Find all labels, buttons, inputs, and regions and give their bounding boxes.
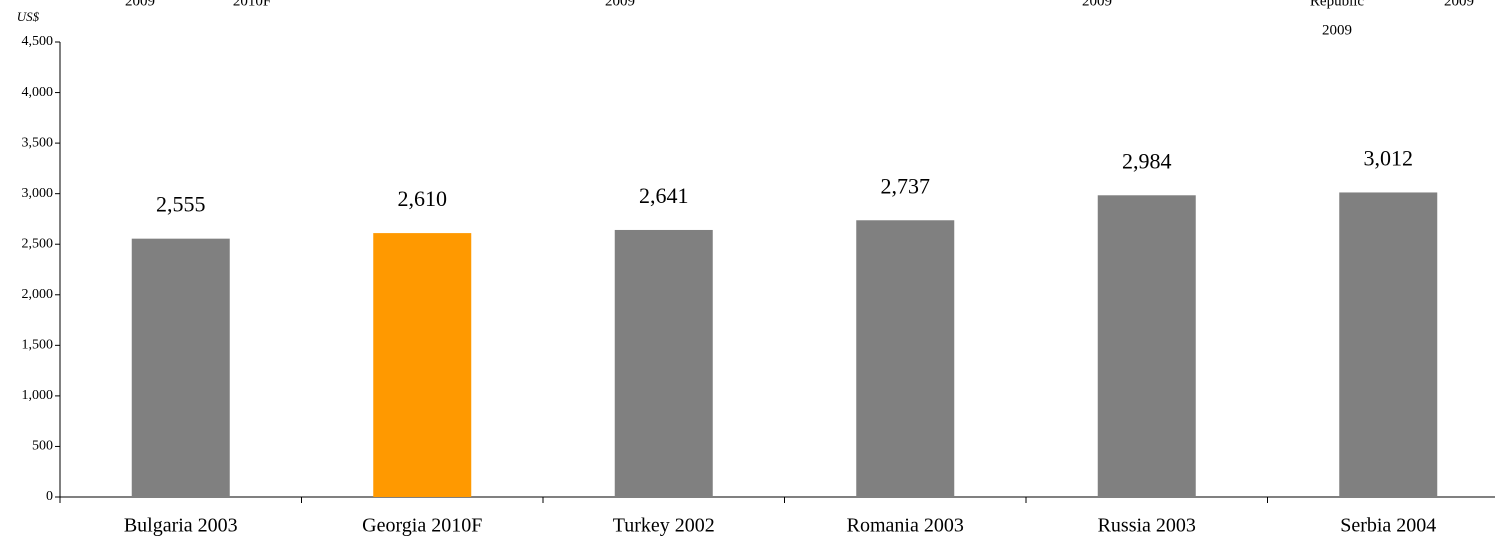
cropped-label: 2010F xyxy=(233,0,271,9)
y-tick-label: 500 xyxy=(32,439,53,454)
y-tick-label: 2,000 xyxy=(22,287,54,302)
y-tick-label: 1,500 xyxy=(22,338,54,353)
cropped-label: 2009 xyxy=(1444,0,1474,9)
value-label: 3,012 xyxy=(1364,146,1414,171)
x-tick-label: Russia 2003 xyxy=(1098,515,1196,537)
bar xyxy=(373,233,472,497)
value-label: 2,610 xyxy=(398,186,448,211)
y-tick-label: 0 xyxy=(46,489,53,504)
x-tick-label: Romania 2003 xyxy=(847,515,964,537)
cropped-label: 2009 xyxy=(605,0,635,9)
x-tick-label: Georgia 2010F xyxy=(362,515,482,537)
bar xyxy=(614,229,713,497)
x-tick-label: Bulgaria 2003 xyxy=(124,515,238,537)
y-tick-label: 2,500 xyxy=(22,236,54,251)
bar xyxy=(1339,192,1438,497)
x-tick-label: Serbia 2004 xyxy=(1340,515,1436,537)
cropped-label: Republic xyxy=(1310,0,1364,9)
cropped-label: 2009 xyxy=(125,0,155,9)
y-tick-label: 3,000 xyxy=(22,186,54,201)
bar xyxy=(1097,195,1196,498)
y-tick-label: 4,500 xyxy=(22,34,54,49)
y-tick-label: 3,500 xyxy=(22,135,54,150)
cropped-label: 2009 xyxy=(1322,22,1352,38)
value-label: 2,555 xyxy=(156,192,206,217)
x-tick-label: Turkey 2002 xyxy=(613,515,715,537)
value-label: 2,984 xyxy=(1122,148,1172,173)
bar xyxy=(856,220,955,497)
y-tick-label: 4,000 xyxy=(22,85,54,100)
value-label: 2,737 xyxy=(881,173,931,198)
y-tick-label: 1,000 xyxy=(22,388,54,403)
bar xyxy=(131,238,230,497)
y-axis-label: US$ xyxy=(17,9,40,24)
cropped-label: 2009 xyxy=(1082,0,1112,9)
value-label: 2,641 xyxy=(639,183,689,208)
